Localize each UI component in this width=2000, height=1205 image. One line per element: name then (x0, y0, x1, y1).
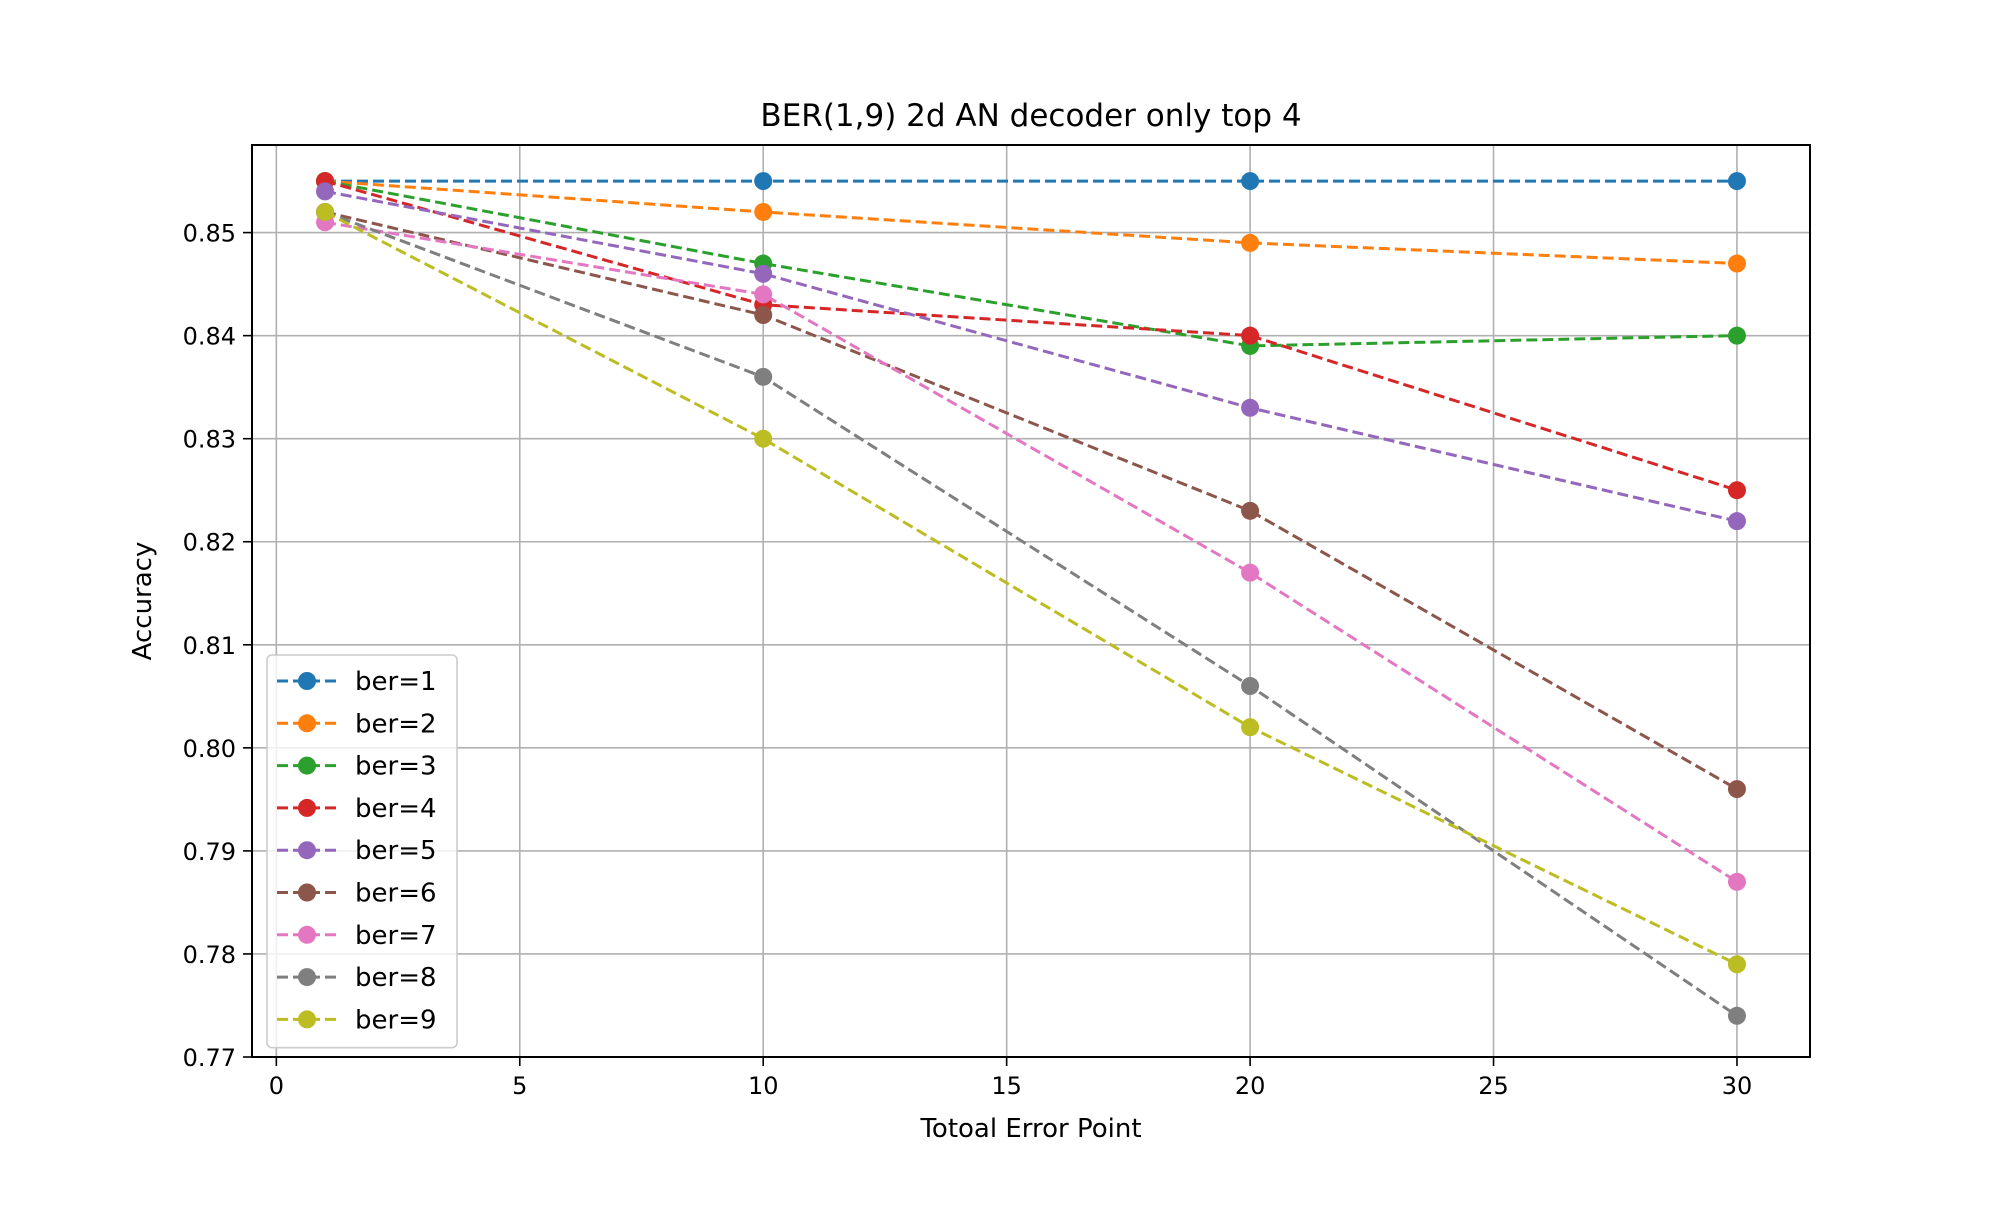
series-layer (316, 172, 1746, 1025)
data-point (316, 182, 335, 201)
series-ber=4 (316, 172, 1746, 500)
y-tick-label: 0.78 (183, 941, 236, 969)
y-tick-label: 0.83 (183, 426, 236, 454)
data-point (754, 306, 773, 325)
legend-item: ber=5 (277, 836, 437, 866)
data-point (1241, 677, 1260, 696)
x-tick-label: 25 (1478, 1072, 1509, 1100)
series-ber=5 (316, 182, 1746, 531)
data-point (1241, 398, 1260, 417)
y-tick-label: 0.82 (183, 529, 236, 557)
data-point (1241, 233, 1260, 252)
data-point (1727, 780, 1746, 799)
legend-swatch-marker (298, 841, 316, 860)
legend-item: ber=1 (277, 667, 437, 697)
x-tick-label: 5 (512, 1072, 527, 1100)
legend-box (266, 654, 458, 1049)
series-line (324, 179, 1738, 348)
y-tick-label: 0.81 (183, 632, 236, 660)
x-tick-label: 10 (748, 1072, 779, 1100)
data-point (1727, 254, 1746, 273)
data-point (1727, 172, 1746, 191)
legend-swatch-marker (298, 756, 316, 775)
legend-label: ber=2 (355, 709, 437, 739)
x-tick-label: 0 (269, 1072, 284, 1100)
legend-label: ber=7 (355, 921, 437, 951)
x-tick-label: 30 (1722, 1072, 1753, 1100)
legend-item: ber=4 (277, 794, 437, 824)
x-axis-label: Totoal Error Point (919, 1114, 1141, 1144)
legend-swatch-marker (298, 798, 316, 817)
series-line (324, 210, 1738, 1018)
data-point (754, 285, 773, 304)
legend-swatch-marker (298, 968, 316, 987)
data-point (1241, 563, 1260, 582)
legend-item: ber=3 (277, 752, 437, 782)
data-point (754, 264, 773, 283)
legend-swatch-marker (298, 925, 316, 944)
series-line (324, 220, 1738, 884)
y-tick-label: 0.79 (183, 838, 236, 866)
legend-label: ber=3 (355, 752, 437, 782)
legend-label: ber=5 (355, 836, 437, 866)
series-line (324, 179, 1738, 492)
data-point (316, 202, 335, 221)
axis-ticks: 0 5 10 15 20 25 30 0.77 0.78 0.79 0.80 0.81 0.82 0.83… (183, 220, 1753, 1100)
series-line (324, 210, 1738, 791)
y-tick-label: 0.80 (183, 735, 236, 763)
legend-item: ber=9 (277, 1005, 437, 1035)
data-point (1727, 481, 1746, 500)
legend-label: ber=4 (355, 794, 437, 824)
legend-label: ber=1 (355, 667, 437, 697)
chart-title: BER(1,9) 2d AN decoder only top 4 (760, 98, 1301, 134)
data-point (754, 172, 773, 191)
legend-swatch-marker (298, 883, 316, 902)
data-point (754, 367, 773, 386)
data-point (1727, 512, 1746, 531)
series-line (324, 189, 1738, 523)
legend-item: ber=8 (277, 963, 437, 993)
y-tick-label: 0.77 (183, 1044, 236, 1072)
plot-frame (251, 144, 1811, 1058)
legend-swatch-marker (298, 714, 316, 733)
series-ber=9 (316, 202, 1746, 974)
data-point (1727, 326, 1746, 345)
data-point (1241, 326, 1260, 345)
x-tick-label: 20 (1235, 1072, 1266, 1100)
legend-item: ber=6 (277, 879, 437, 909)
y-axis-label: Accuracy (128, 542, 158, 661)
x-tick-label: 15 (991, 1072, 1022, 1100)
data-point (1727, 872, 1746, 891)
data-point (754, 202, 773, 221)
y-tick-label: 0.84 (183, 323, 236, 351)
data-point (754, 429, 773, 448)
y-tick-label: 0.85 (183, 220, 236, 248)
legend-label: ber=6 (355, 879, 437, 909)
legend-swatch-marker (298, 672, 316, 690)
legend-item: ber=7 (277, 921, 437, 951)
data-point (1727, 955, 1746, 974)
legend-label: ber=9 (355, 1005, 437, 1035)
legend-swatch-marker (298, 1010, 316, 1029)
series-line (324, 179, 1738, 265)
legend-item: ber=2 (277, 709, 437, 739)
series-line (324, 210, 1738, 966)
data-point (1727, 1006, 1746, 1025)
legend: ber=1 ber=2 ber=3 ber=4 ber=5 ber=6 ber=7 ber=8… (266, 654, 458, 1049)
data-point (1241, 718, 1260, 737)
data-point (1241, 501, 1260, 520)
data-point (1241, 172, 1260, 191)
legend-label: ber=8 (355, 963, 437, 993)
